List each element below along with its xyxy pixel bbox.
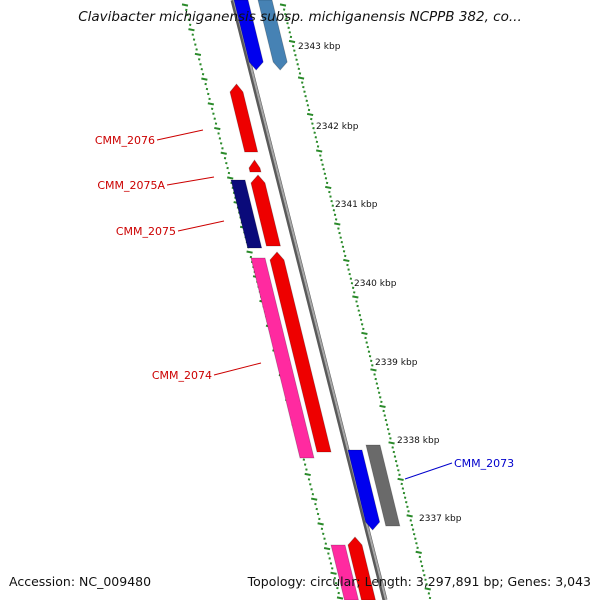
- outer-tick: [310, 497, 318, 501]
- scale-label: 2339 kbp: [375, 358, 418, 368]
- gene-label[interactable]: CMM_2073: [454, 457, 514, 470]
- scale-labels: 2343 kbp 2342 kbp 2341 kbp 2340 kbp 2339 kbp…: [298, 42, 462, 524]
- inner-tick: [415, 550, 422, 554]
- outer-tick: [188, 28, 195, 32]
- outer-tick: [317, 522, 324, 526]
- genome-summary-text: Topology: circular; Length: 3,297,891 bp…: [247, 574, 591, 589]
- inner-tick: [297, 76, 305, 80]
- outer-tick: [207, 102, 215, 106]
- inner-tick: [361, 331, 368, 336]
- label-leader: [213, 362, 262, 376]
- inner-tick: [279, 3, 287, 7]
- gene-label[interactable]: CMM_2075: [116, 225, 176, 238]
- gene-cmm-2074-pink: [250, 257, 315, 459]
- gene-red-bottom: [347, 536, 376, 600]
- label-leaders: [156, 129, 453, 480]
- outer-tick: [194, 52, 202, 56]
- outer-tick: [181, 3, 189, 7]
- inner-tick: [334, 222, 341, 226]
- outer-tick: [201, 77, 208, 81]
- gene-labels: CMM_2076 CMM_2075A CMM_2075 CMM_2074 CMM_207…: [95, 134, 514, 470]
- inner-tick: [397, 477, 404, 481]
- gene-navy: [230, 179, 263, 249]
- label-leader: [404, 462, 453, 480]
- gene-cmm-2076: [229, 83, 259, 153]
- gene-cmm-2075: [250, 174, 281, 247]
- inner-tick: [352, 295, 359, 299]
- inner-tick: [424, 587, 431, 591]
- outer-tick: [323, 547, 331, 551]
- scale-label: 2338 kbp: [397, 436, 440, 446]
- scale-label: 2341 kbp: [335, 200, 378, 210]
- inner-tick: [388, 441, 395, 445]
- scale-ticks: [181, 3, 432, 600]
- inner-tick: [288, 39, 296, 44]
- outer-tick: [330, 571, 337, 575]
- gene-gray: [365, 444, 401, 527]
- inner-tick: [315, 149, 323, 153]
- outer-tick: [220, 151, 227, 155]
- inner-tick: [370, 368, 377, 372]
- scale-label: 2343 kbp: [298, 42, 341, 52]
- inner-tick: [343, 258, 350, 263]
- label-leader: [156, 129, 204, 141]
- gene-pink-bottom: [330, 544, 359, 600]
- inner-tick: [406, 514, 413, 518]
- gene-steel-top: [257, 0, 288, 71]
- gene-blue-top: [233, 0, 264, 71]
- inner-tick: [325, 185, 332, 190]
- scale-label: 2340 kbp: [354, 279, 397, 289]
- label-leader: [177, 220, 225, 232]
- gene-cmm-2075a: [248, 159, 262, 173]
- scale-label: 2337 kbp: [419, 514, 462, 524]
- gene-label[interactable]: CMM_2076: [95, 134, 155, 147]
- outer-tick: [304, 472, 311, 477]
- gene-label[interactable]: CMM_2074: [152, 369, 212, 382]
- outer-tick: [336, 596, 344, 600]
- inner-tick: [306, 112, 314, 117]
- scale-label: 2342 kbp: [316, 122, 359, 132]
- accession-text: Accession: NC_009480: [9, 574, 152, 589]
- outer-tick: [246, 250, 253, 254]
- gene-cmm-2073: [347, 449, 381, 531]
- label-leader: [166, 176, 215, 186]
- outer-tick: [214, 126, 221, 131]
- genes: [229, 0, 401, 600]
- map-title: Clavibacter michiganensis subsp. michiga…: [78, 9, 522, 25]
- gene-cmm-2074: [269, 251, 332, 453]
- outer-tick: [227, 176, 234, 180]
- inner-tick: [379, 404, 386, 408]
- gene-label[interactable]: CMM_2075A: [97, 179, 165, 192]
